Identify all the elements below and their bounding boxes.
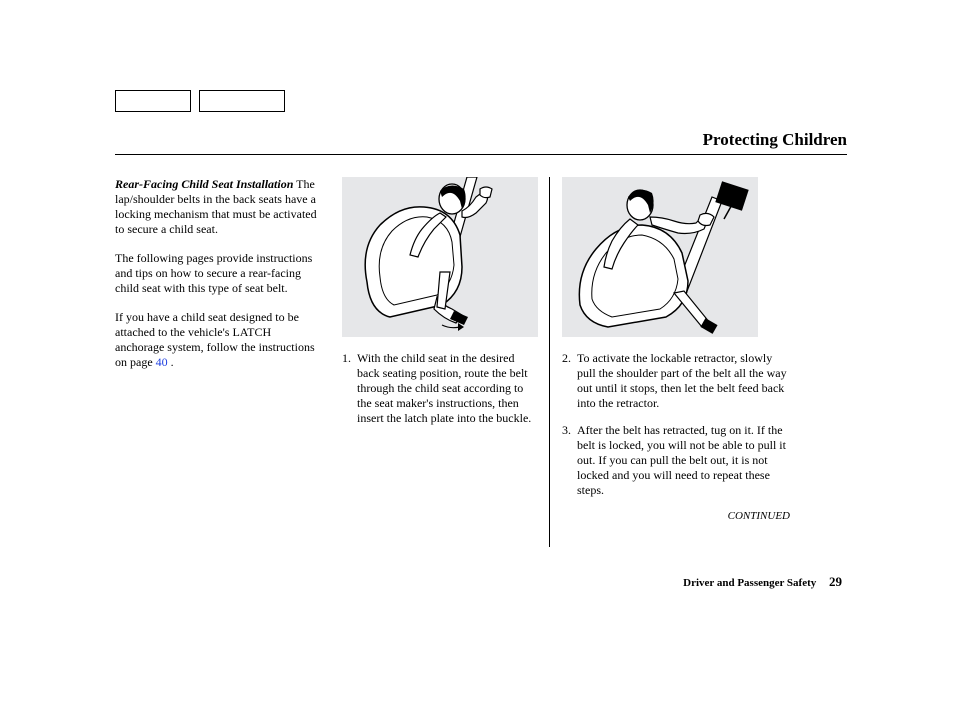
step-3-text: After the belt has retracted, tug on it.… bbox=[577, 423, 790, 498]
step-2-num: 2. bbox=[562, 351, 571, 411]
nav-box-2[interactable] bbox=[199, 90, 285, 112]
p3a: If you have a child seat designed to be … bbox=[115, 310, 315, 369]
content-columns: Rear-Facing Child Seat Installation The … bbox=[115, 177, 847, 547]
page-link[interactable]: 40 bbox=[156, 355, 168, 369]
footer-section: Driver and Passenger Safety bbox=[683, 577, 816, 589]
continued-label: CONTINUED bbox=[562, 510, 790, 524]
page-title: Protecting Children bbox=[115, 130, 847, 150]
column-3: 2. To activate the lockable retractor, s… bbox=[550, 177, 790, 547]
illustration-1 bbox=[342, 177, 538, 337]
step-3-num: 3. bbox=[562, 423, 571, 498]
intro-paragraph: Rear-Facing Child Seat Installation The … bbox=[115, 177, 318, 237]
step-3: 3. After the belt has retracted, tug on … bbox=[562, 423, 790, 498]
illustration-2 bbox=[562, 177, 758, 337]
subheading: Rear-Facing Child Seat Installation bbox=[115, 177, 293, 191]
footer-page-number: 29 bbox=[829, 574, 842, 589]
top-nav-boxes bbox=[115, 90, 847, 112]
p3: If you have a child seat designed to be … bbox=[115, 310, 318, 370]
column-2: 1. With the child seat in the desired ba… bbox=[330, 177, 550, 547]
header-rule: Protecting Children bbox=[115, 130, 847, 155]
step-2: 2. To activate the lockable retractor, s… bbox=[562, 351, 790, 411]
column-1: Rear-Facing Child Seat Installation The … bbox=[115, 177, 330, 547]
nav-box-1[interactable] bbox=[115, 90, 191, 112]
step-1: 1. With the child seat in the desired ba… bbox=[342, 351, 537, 426]
step-1-text: With the child seat in the desired back … bbox=[357, 351, 537, 426]
p2: The following pages provide instructions… bbox=[115, 251, 318, 296]
step-1-num: 1. bbox=[342, 351, 351, 426]
step-2-text: To activate the lockable retractor, slow… bbox=[577, 351, 790, 411]
p3b: . bbox=[168, 355, 174, 369]
footer: Driver and Passenger Safety 29 bbox=[683, 574, 842, 590]
